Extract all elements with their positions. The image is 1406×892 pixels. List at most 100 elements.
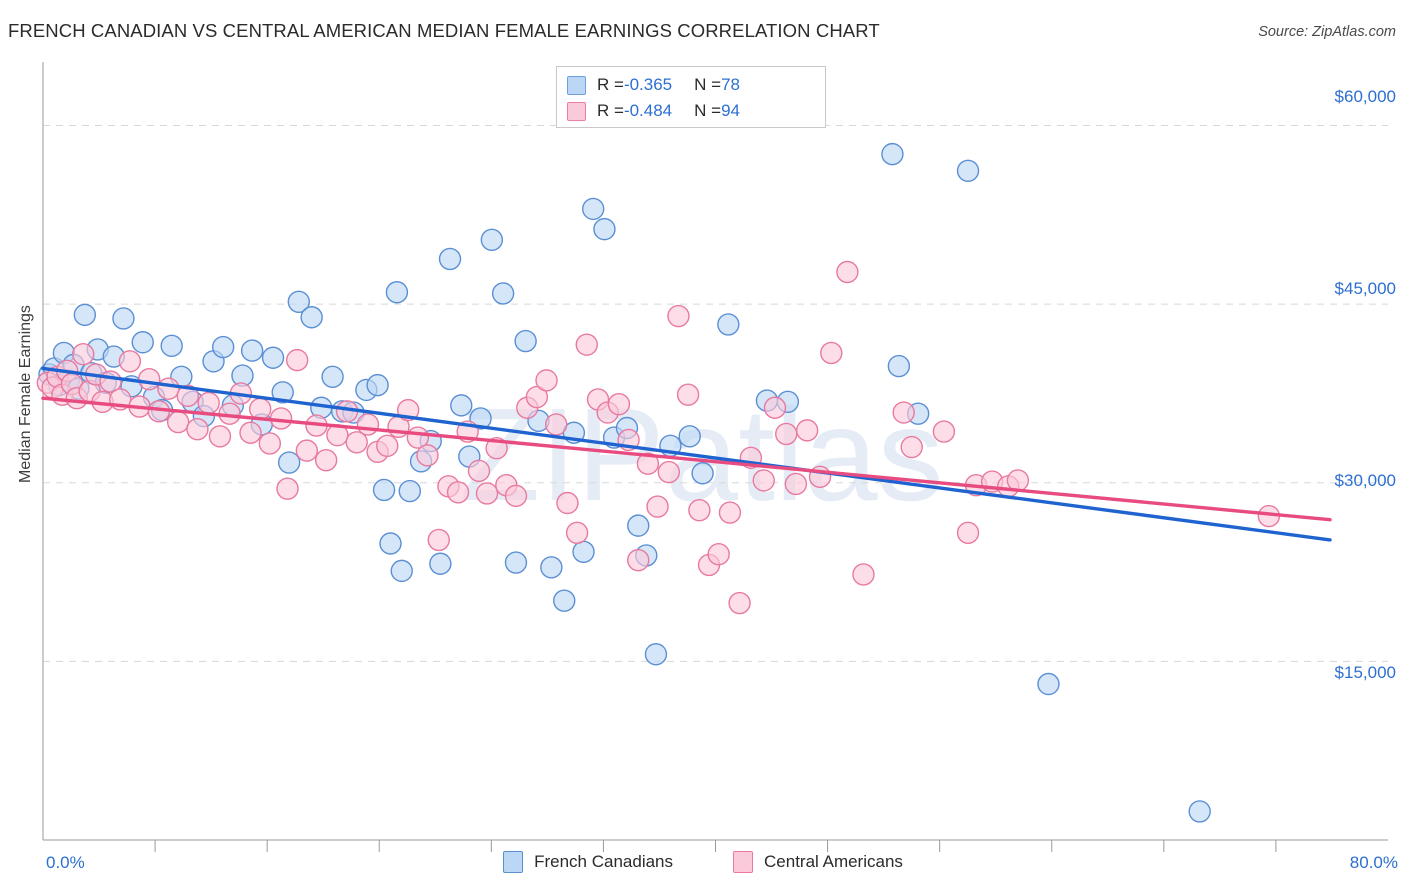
data-point[interactable] <box>784 472 808 496</box>
data-point[interactable] <box>208 425 232 448</box>
data-point[interactable] <box>277 451 301 474</box>
data-point[interactable] <box>157 377 180 400</box>
data-point[interactable] <box>356 413 380 436</box>
data-point[interactable] <box>176 384 199 408</box>
data-point[interactable] <box>775 422 798 446</box>
data-point[interactable] <box>688 498 711 522</box>
data-point[interactable] <box>514 329 537 353</box>
data-point[interactable] <box>314 448 338 472</box>
data-point[interactable] <box>73 303 97 327</box>
data-point[interactable] <box>376 434 399 458</box>
data-point[interactable] <box>416 444 439 467</box>
data-point[interactable] <box>691 462 714 485</box>
data-point[interactable] <box>438 247 462 271</box>
data-point[interactable] <box>556 491 579 515</box>
legend-item-central-americans[interactable]: Central Americans <box>733 851 903 873</box>
data-point[interactable] <box>553 589 576 612</box>
data-point[interactable] <box>644 643 668 666</box>
data-point[interactable] <box>795 419 819 442</box>
n-value-pink: 94 <box>721 101 740 120</box>
data-point[interactable] <box>956 521 980 544</box>
data-point[interactable] <box>450 394 473 417</box>
data-point[interactable] <box>627 548 650 572</box>
data-point[interactable] <box>491 282 515 305</box>
data-point[interactable] <box>752 469 775 492</box>
data-point[interactable] <box>258 432 282 455</box>
data-point[interactable] <box>379 532 402 555</box>
data-point[interactable] <box>540 556 563 579</box>
data-point[interactable] <box>728 591 751 615</box>
data-point[interactable] <box>593 217 616 241</box>
data-point[interactable] <box>385 281 409 304</box>
data-point[interactable] <box>572 540 595 564</box>
data-point[interactable] <box>892 401 915 424</box>
data-point[interactable] <box>525 385 549 409</box>
data-point[interactable] <box>276 477 299 500</box>
data-point[interactable] <box>657 460 681 484</box>
data-point[interactable] <box>160 334 183 358</box>
data-point[interactable] <box>398 479 421 503</box>
data-point[interactable] <box>321 365 344 388</box>
data-point[interactable] <box>166 410 190 434</box>
data-point[interactable] <box>575 333 598 356</box>
data-point[interactable] <box>131 331 154 354</box>
data-point[interactable] <box>504 484 528 508</box>
data-point[interactable] <box>881 142 904 166</box>
data-point[interactable] <box>607 392 631 416</box>
data-point[interactable] <box>627 514 650 537</box>
data-point[interactable] <box>186 417 209 441</box>
stats-row-central-americans: R = -0.484 N = 94 <box>567 98 815 124</box>
data-point[interactable] <box>1006 469 1030 492</box>
data-point[interactable] <box>678 425 701 448</box>
data-point[interactable] <box>932 420 956 443</box>
data-point[interactable] <box>197 391 220 415</box>
data-point[interactable] <box>271 381 294 404</box>
data-point[interactable] <box>429 552 452 575</box>
data-point[interactable] <box>504 551 528 574</box>
data-point[interactable] <box>300 306 323 329</box>
data-point[interactable] <box>646 495 669 518</box>
data-point[interactable] <box>287 290 310 313</box>
data-point[interactable] <box>239 421 262 444</box>
data-point[interactable] <box>345 431 368 454</box>
data-point[interactable] <box>390 559 413 583</box>
data-point[interactable] <box>900 435 923 459</box>
data-point[interactable] <box>956 159 980 182</box>
data-point[interactable] <box>467 459 491 483</box>
data-point[interactable] <box>295 439 319 462</box>
legend-label-central-americans: Central Americans <box>764 852 903 871</box>
data-point[interactable] <box>118 350 142 373</box>
data-point[interactable] <box>285 348 309 372</box>
data-point[interactable] <box>1188 800 1211 823</box>
data-point[interactable] <box>480 228 504 252</box>
data-point[interactable] <box>852 563 875 586</box>
data-point[interactable] <box>372 478 396 502</box>
data-point[interactable] <box>717 313 740 336</box>
data-point[interactable] <box>565 521 589 544</box>
data-point[interactable] <box>366 373 389 397</box>
data-point[interactable] <box>248 397 272 421</box>
data-point[interactable] <box>475 482 499 505</box>
data-point[interactable] <box>667 304 690 328</box>
data-point[interactable] <box>718 501 742 524</box>
data-point[interactable] <box>211 335 235 359</box>
data-point[interactable] <box>836 260 859 284</box>
data-point[interactable] <box>446 481 470 504</box>
data-point[interactable] <box>581 197 605 221</box>
data-point[interactable] <box>676 383 700 406</box>
data-point[interactable] <box>820 341 843 365</box>
legend-item-french-canadians[interactable]: French Canadians <box>503 851 673 873</box>
data-point[interactable] <box>544 413 568 436</box>
data-point[interactable] <box>427 528 450 552</box>
data-point[interactable] <box>261 346 285 369</box>
data-point[interactable] <box>72 342 95 366</box>
data-point[interactable] <box>240 339 264 362</box>
data-point[interactable] <box>636 452 660 475</box>
data-point[interactable] <box>887 354 911 378</box>
data-point[interactable] <box>763 396 787 419</box>
data-point[interactable] <box>112 307 135 330</box>
data-point[interactable] <box>1037 672 1060 696</box>
data-point[interactable] <box>137 367 161 391</box>
data-point[interactable] <box>707 543 730 566</box>
data-point[interactable] <box>535 369 558 392</box>
